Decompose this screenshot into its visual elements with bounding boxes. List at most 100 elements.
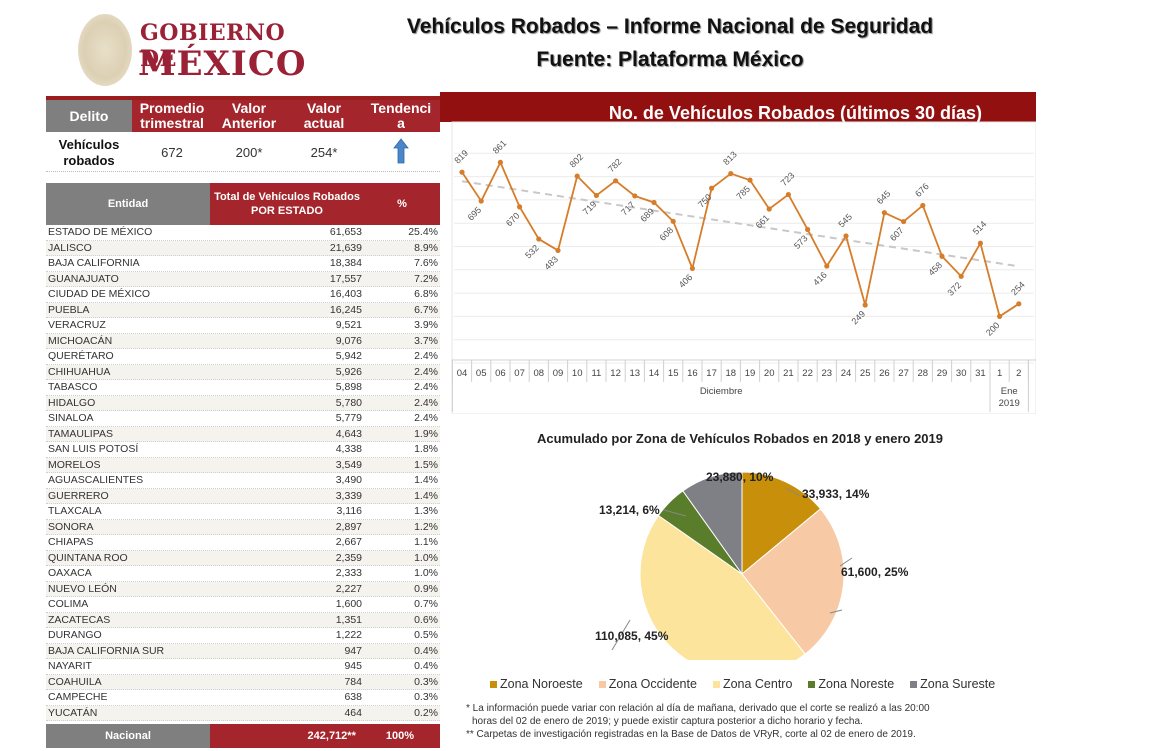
data-point	[593, 192, 599, 199]
legend-label: Zona Centro	[722, 677, 793, 691]
cell-name: AGUASCALIENTES	[48, 474, 144, 487]
header-total: Total de Vehículos Robados POR ESTADO	[210, 183, 364, 225]
cell-pct: 1.9%	[414, 427, 438, 440]
gobierno-logo: GOBIERNO DE MÉXICO	[78, 14, 306, 90]
data-point	[997, 313, 1003, 319]
x-tick-label: 10	[572, 368, 583, 379]
cell-pct: 6.7%	[414, 303, 438, 316]
table-row: GUANAJUATO 17,557 7.2%	[46, 271, 440, 287]
cell-total: 1,351	[335, 613, 362, 626]
x-group-label: Ene	[1001, 386, 1018, 397]
x-tick-label: 09	[553, 368, 564, 379]
data-point	[497, 159, 503, 165]
data-label: 514	[971, 219, 989, 237]
pie-slice-zona-sureste	[682, 471, 743, 576]
note-1: * La información puede variar con relaci…	[466, 703, 930, 714]
data-point	[843, 233, 849, 239]
data-point	[766, 206, 772, 212]
table-row: ESTADO DE MÉXICO 61,653 25.4%	[46, 225, 440, 241]
data-point	[728, 170, 734, 177]
legend-swatch-icon	[808, 680, 816, 688]
cell-pct: 1.5%	[414, 458, 438, 471]
table-row: GUERRERO 3,339 1.4%	[46, 488, 440, 504]
cell-name: ZACATECAS	[48, 613, 111, 626]
cell-pct: 0.4%	[414, 660, 438, 673]
cell-name: NAYARIT	[48, 660, 92, 673]
x-tick-label: 07	[514, 368, 525, 379]
cell-total: 9,076	[335, 334, 362, 347]
x-tick-label: 31	[975, 368, 986, 379]
data-label: 670	[504, 211, 522, 229]
cell-total: 4,338	[335, 443, 362, 456]
cell-total: 21,639	[329, 241, 362, 254]
anterior-value: 200*	[235, 145, 263, 160]
cell-name: OAXACA	[48, 567, 92, 580]
table-row: MICHOACÁN 9,076 3.7%	[46, 333, 440, 349]
cell-pct: 7.6%	[414, 257, 438, 270]
data-point	[670, 218, 676, 224]
data-label: 458	[926, 260, 944, 278]
cell-total: 2,667	[335, 536, 362, 549]
cell-total: 5,898	[335, 381, 362, 394]
cell-total: 4,643	[335, 427, 362, 440]
cell-name: VERACRUZ	[48, 319, 106, 332]
cell-total: 9,521	[335, 319, 362, 332]
cell-pct: 8.9%	[414, 241, 438, 254]
data-point	[862, 302, 868, 308]
table-row: PUEBLA 16,245 6.7%	[46, 302, 440, 318]
table-row: MORELOS 3,549 1.5%	[46, 457, 440, 473]
cell-total: 2,359	[335, 551, 362, 564]
logo-line2: MÉXICO	[138, 44, 307, 84]
cell-pct: 1.0%	[414, 551, 438, 564]
cell-name: HIDALGO	[48, 396, 96, 409]
table-row: BAJA CALIFORNIA 18,384 7.6%	[46, 256, 440, 272]
report-source: Fuente: Plataforma México	[536, 48, 804, 71]
data-point	[536, 236, 542, 242]
data-label: 607	[888, 225, 906, 243]
header-promedio: Promedio trimestral	[132, 100, 212, 132]
data-point	[709, 185, 715, 191]
cell-total: 1,222	[335, 629, 362, 642]
legend-swatch-icon	[598, 680, 606, 688]
page-title: Vehículos Robados – Informe Nacional de …	[370, 10, 970, 76]
cell-total: 638	[344, 691, 362, 704]
legend-item: Zona Occidente	[598, 677, 697, 691]
data-label: 645	[875, 188, 893, 206]
legend-swatch-icon	[712, 680, 720, 688]
table-row: OAXACA 2,333 1.0%	[46, 566, 440, 582]
data-label: 372	[946, 280, 964, 298]
cell-pct: 0.5%	[414, 629, 438, 642]
cell-total: 18,384	[329, 257, 362, 270]
arrow-up-icon	[393, 138, 409, 164]
legend-label: Zona Noreste	[818, 677, 895, 691]
series-line	[461, 160, 1020, 318]
footer-total: 242,712**	[307, 730, 356, 742]
footer-label: Nacional	[46, 724, 210, 748]
legend-label: Zona Occidente	[608, 677, 697, 691]
data-label: 608	[658, 225, 676, 243]
delito-label: Vehículos robados	[58, 136, 120, 168]
cell-name: PUEBLA	[48, 303, 90, 316]
data-point	[1016, 301, 1022, 307]
legend-swatch-icon	[910, 680, 918, 688]
cell-total: 3,116	[336, 505, 363, 518]
data-label: 723	[779, 170, 797, 188]
data-label: 483	[542, 254, 560, 272]
data-label: 532	[523, 243, 541, 261]
cell-name: NUEVO LEÓN	[48, 582, 117, 595]
data-label: 406	[677, 272, 695, 290]
cell-total: 3,490	[335, 474, 362, 487]
data-label: 200	[984, 320, 1002, 338]
cell-pct: 0.7%	[414, 598, 438, 611]
cell-total: 61,653	[329, 226, 362, 239]
cell-pct: 0.4%	[414, 644, 438, 657]
cell-pct: 2.4%	[414, 396, 438, 409]
pie-slice-zona-centro	[639, 514, 806, 660]
data-point	[517, 204, 523, 210]
cell-name: BAJA CALIFORNIA SUR	[48, 644, 165, 657]
cell-pct: 2.4%	[414, 412, 438, 425]
data-point	[977, 240, 984, 246]
legend-item: Zona Noreste	[808, 677, 894, 691]
x-tick-label: 16	[687, 368, 698, 379]
